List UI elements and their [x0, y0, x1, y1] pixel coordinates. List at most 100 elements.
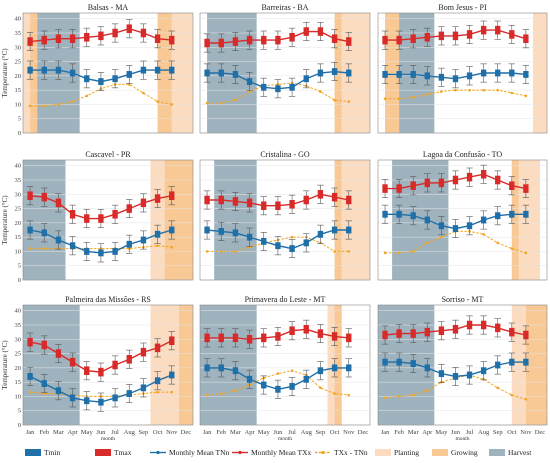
box-mark — [126, 355, 132, 364]
series-line — [207, 82, 349, 104]
box-mark — [55, 34, 62, 43]
box-mark — [84, 214, 90, 223]
x-tick-label: Jan — [203, 429, 212, 436]
legend-label-tmax: Tmax — [114, 448, 132, 457]
point-mark — [276, 372, 280, 375]
box-mark — [480, 25, 487, 35]
point-mark — [440, 235, 443, 239]
box-mark — [331, 68, 338, 75]
box-mark — [27, 226, 33, 234]
legend-marker-mean_tn — [156, 450, 160, 455]
box-mark — [154, 377, 161, 385]
legend-swatch-harvest — [489, 449, 505, 456]
box-mark — [204, 333, 210, 343]
box-mark — [523, 330, 529, 340]
box-mark — [523, 184, 529, 193]
point-mark — [57, 103, 60, 106]
legend-label-harvest: Harvest — [508, 448, 532, 457]
box-mark — [438, 326, 445, 335]
box-mark — [98, 78, 104, 85]
box-mark — [346, 37, 352, 46]
point-mark — [42, 104, 46, 108]
legend-label-growing: Growing — [451, 448, 478, 457]
box-mark — [466, 72, 473, 80]
x-tick-label: Jan — [381, 429, 390, 436]
y-tick-label: 15 — [15, 379, 22, 386]
legend-marker-diff — [321, 450, 325, 455]
box-mark — [169, 191, 175, 200]
point-mark — [28, 247, 32, 250]
box-mark — [466, 30, 473, 39]
box-mark — [410, 360, 416, 367]
box-mark — [218, 69, 224, 77]
point-mark — [425, 241, 429, 245]
box-mark — [317, 27, 324, 36]
box-mark — [69, 210, 76, 219]
x-tick-label: Feb — [216, 429, 226, 436]
box-mark — [346, 69, 352, 77]
box-mark — [480, 216, 487, 224]
box-mark — [480, 320, 487, 330]
box-mark — [438, 222, 445, 230]
point-mark — [347, 100, 351, 103]
box-mark — [331, 226, 338, 234]
panel-9: Sorriso - MT Jan Feb Mar Apr May Jun Jul Aug Sep O… — [377, 295, 548, 442]
planting-band — [511, 305, 526, 425]
box-mark — [69, 394, 76, 402]
panel-title: Sorriso - MT — [442, 295, 484, 304]
point-mark — [28, 390, 32, 394]
box-mark — [84, 75, 90, 83]
x-axis-label: month — [101, 436, 115, 442]
panel-5: Cristalina - GO — [199, 150, 371, 281]
box-mark — [382, 71, 388, 78]
y-tick-label: 15 — [15, 234, 22, 241]
x-tick-label: Feb — [394, 429, 404, 436]
point-mark — [333, 392, 336, 395]
point-mark — [510, 91, 514, 95]
box-mark — [275, 242, 281, 250]
y-tick-label: 20 — [15, 220, 22, 227]
panel-frame — [377, 159, 548, 281]
point-mark — [219, 392, 223, 395]
box-mark — [410, 71, 416, 78]
box-mark — [232, 333, 239, 343]
y-axis-label: Temperature (°C) — [1, 340, 9, 390]
box-mark — [509, 30, 515, 39]
box-mark — [246, 198, 253, 208]
legend-swatch-tmax — [95, 449, 111, 456]
box-mark — [84, 33, 90, 42]
box-mark — [317, 329, 324, 338]
box-mark — [509, 69, 515, 77]
box-mark — [126, 71, 132, 78]
x-tick-label: Oct — [330, 429, 340, 436]
box-mark — [317, 230, 324, 238]
box-mark — [523, 210, 529, 218]
point-mark — [85, 94, 89, 98]
box-mark — [140, 28, 147, 38]
box-mark — [523, 34, 529, 43]
box-mark — [452, 31, 459, 41]
panel-title: Cascavel - PR — [85, 150, 131, 159]
panel-title: Lagoa da Confusão - TO — [423, 150, 502, 159]
y-tick-label: 0 — [18, 422, 21, 429]
panel-frame — [199, 12, 371, 134]
point-mark — [383, 251, 387, 255]
box-mark — [303, 27, 309, 36]
point-mark — [510, 247, 514, 250]
panel-title: Cristalina - GO — [260, 150, 310, 159]
x-tick-label: Nov — [343, 429, 355, 436]
box-mark — [98, 31, 104, 41]
box-mark — [509, 327, 515, 337]
y-tick-label: 25 — [15, 351, 22, 358]
box-mark — [317, 190, 324, 199]
box-mark — [438, 178, 445, 188]
legend-swatch-tmin — [25, 449, 41, 456]
box-mark — [246, 375, 253, 383]
box-mark — [424, 72, 430, 80]
x-tick-label: Oct — [507, 429, 517, 436]
point-mark — [425, 389, 429, 393]
box-mark — [410, 329, 416, 338]
box-mark — [218, 364, 224, 372]
planting-band — [150, 160, 165, 280]
box-mark — [41, 229, 47, 237]
